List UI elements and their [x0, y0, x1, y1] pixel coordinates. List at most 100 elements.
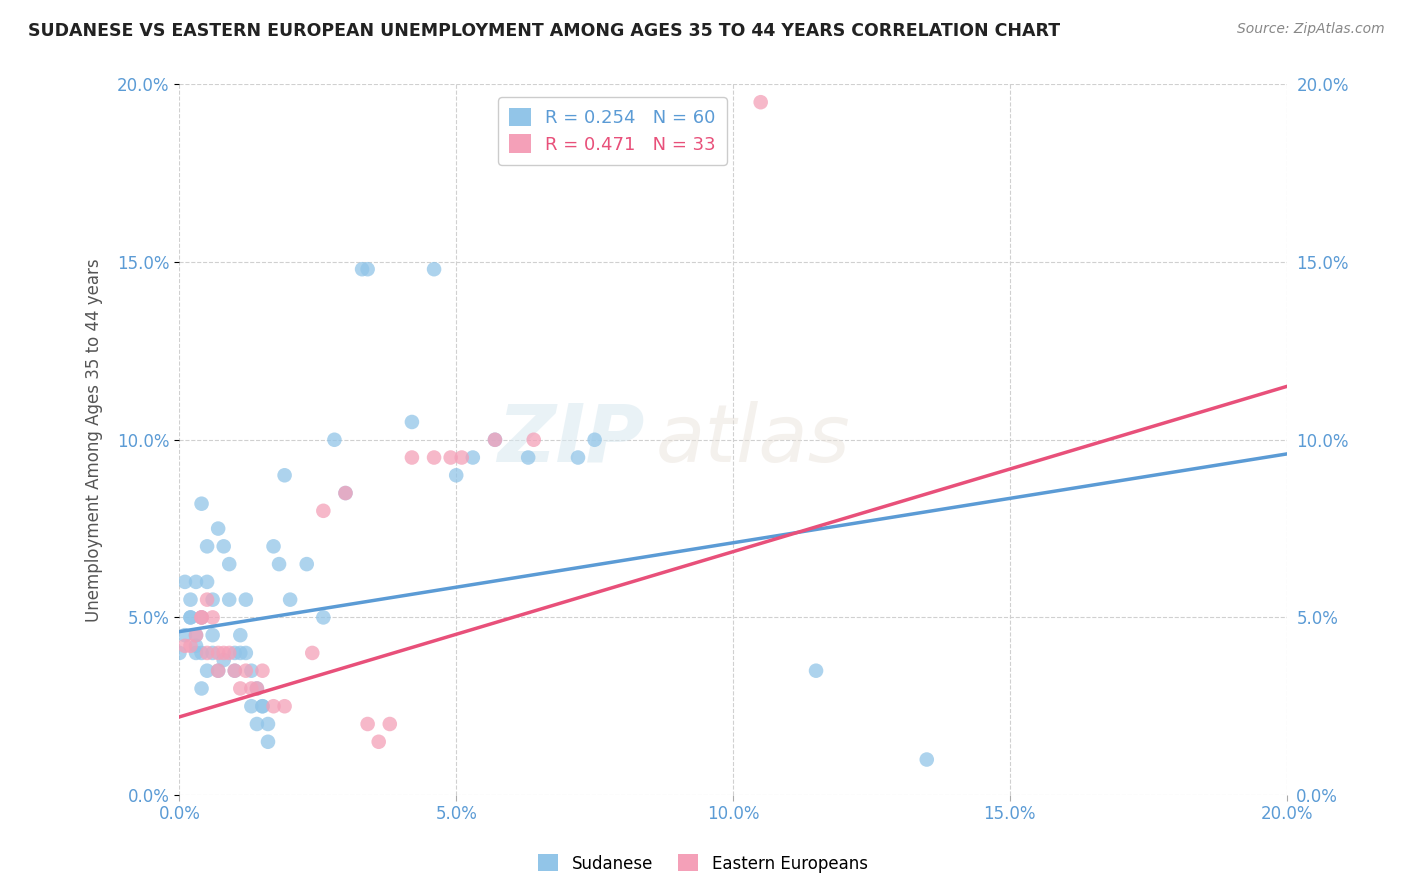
- Point: [461, 450, 484, 465]
- Point: [179, 592, 201, 607]
- Point: [195, 592, 218, 607]
- Point: [174, 628, 197, 642]
- Point: [484, 433, 506, 447]
- Point: [252, 664, 274, 678]
- Point: [179, 639, 201, 653]
- Point: [195, 646, 218, 660]
- Point: [235, 646, 257, 660]
- Text: ZIP: ZIP: [498, 401, 644, 479]
- Point: [218, 557, 240, 571]
- Point: [207, 664, 229, 678]
- Point: [335, 486, 357, 500]
- Point: [367, 735, 389, 749]
- Point: [401, 450, 423, 465]
- Point: [749, 95, 772, 110]
- Point: [212, 653, 235, 667]
- Point: [212, 539, 235, 553]
- Point: [218, 592, 240, 607]
- Point: [190, 610, 212, 624]
- Point: [246, 717, 269, 731]
- Point: [804, 664, 827, 678]
- Point: [312, 504, 335, 518]
- Point: [263, 699, 285, 714]
- Point: [273, 468, 295, 483]
- Point: [583, 433, 606, 447]
- Point: [235, 592, 257, 607]
- Point: [201, 610, 224, 624]
- Point: [312, 610, 335, 624]
- Point: [423, 450, 446, 465]
- Point: [195, 664, 218, 678]
- Point: [174, 639, 197, 653]
- Point: [252, 699, 274, 714]
- Point: [190, 610, 212, 624]
- Point: [278, 592, 301, 607]
- Point: [224, 646, 246, 660]
- Point: [190, 681, 212, 696]
- Point: [517, 450, 540, 465]
- Point: [235, 664, 257, 678]
- Point: [323, 433, 346, 447]
- Text: SUDANESE VS EASTERN EUROPEAN UNEMPLOYMENT AMONG AGES 35 TO 44 YEARS CORRELATION : SUDANESE VS EASTERN EUROPEAN UNEMPLOYMEN…: [28, 22, 1060, 40]
- Point: [229, 628, 252, 642]
- Point: [184, 628, 207, 642]
- Point: [240, 664, 263, 678]
- Point: [184, 628, 207, 642]
- Point: [179, 610, 201, 624]
- Text: atlas: atlas: [655, 401, 851, 479]
- Point: [301, 646, 323, 660]
- Point: [207, 646, 229, 660]
- Point: [201, 646, 224, 660]
- Point: [423, 262, 446, 277]
- Point: [246, 681, 269, 696]
- Point: [207, 522, 229, 536]
- Legend: Sudanese, Eastern Europeans: Sudanese, Eastern Europeans: [531, 847, 875, 880]
- Point: [257, 735, 280, 749]
- Point: [212, 646, 235, 660]
- Point: [201, 628, 224, 642]
- Point: [484, 433, 506, 447]
- Point: [190, 646, 212, 660]
- Point: [378, 717, 401, 731]
- Point: [240, 681, 263, 696]
- Point: [179, 610, 201, 624]
- Point: [915, 752, 938, 766]
- Point: [240, 699, 263, 714]
- Point: [184, 646, 207, 660]
- Text: Source: ZipAtlas.com: Source: ZipAtlas.com: [1237, 22, 1385, 37]
- Point: [523, 433, 546, 447]
- Point: [567, 450, 589, 465]
- Point: [295, 557, 318, 571]
- Point: [450, 450, 472, 465]
- Point: [184, 639, 207, 653]
- Point: [184, 574, 207, 589]
- Point: [229, 646, 252, 660]
- Point: [252, 699, 274, 714]
- Y-axis label: Unemployment Among Ages 35 to 44 years: Unemployment Among Ages 35 to 44 years: [86, 258, 103, 622]
- Point: [263, 539, 285, 553]
- Point: [207, 664, 229, 678]
- Point: [229, 681, 252, 696]
- Point: [335, 486, 357, 500]
- Point: [174, 574, 197, 589]
- Point: [401, 415, 423, 429]
- Point: [195, 574, 218, 589]
- Point: [169, 646, 191, 660]
- Point: [195, 539, 218, 553]
- Point: [444, 468, 467, 483]
- Point: [201, 592, 224, 607]
- Point: [224, 664, 246, 678]
- Point: [440, 450, 463, 465]
- Legend: R = 0.254   N = 60, R = 0.471   N = 33: R = 0.254 N = 60, R = 0.471 N = 33: [499, 97, 727, 165]
- Point: [190, 497, 212, 511]
- Point: [190, 610, 212, 624]
- Point: [257, 717, 280, 731]
- Point: [356, 262, 378, 277]
- Point: [356, 717, 378, 731]
- Point: [267, 557, 290, 571]
- Point: [246, 681, 269, 696]
- Point: [352, 262, 374, 277]
- Point: [224, 664, 246, 678]
- Point: [218, 646, 240, 660]
- Point: [273, 699, 295, 714]
